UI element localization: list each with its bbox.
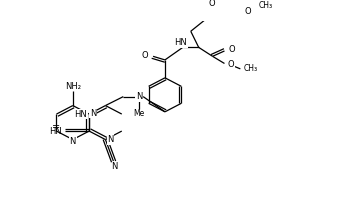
Text: NH₂: NH₂ bbox=[65, 82, 81, 91]
Text: O: O bbox=[228, 45, 235, 54]
Text: N: N bbox=[70, 137, 76, 146]
Text: CH₃: CH₃ bbox=[243, 64, 258, 73]
Text: HN: HN bbox=[74, 110, 87, 119]
Text: O: O bbox=[209, 0, 215, 8]
Text: N: N bbox=[111, 162, 118, 171]
Text: Me: Me bbox=[133, 109, 145, 118]
Text: N: N bbox=[90, 109, 96, 118]
Text: =: = bbox=[52, 122, 60, 133]
Text: O: O bbox=[227, 60, 234, 69]
Text: HN: HN bbox=[50, 127, 62, 136]
Text: HN: HN bbox=[175, 38, 187, 47]
Text: N: N bbox=[136, 92, 142, 101]
Text: O: O bbox=[141, 51, 148, 60]
Text: N: N bbox=[107, 135, 114, 144]
Text: CH₃: CH₃ bbox=[258, 1, 272, 10]
Text: O: O bbox=[244, 7, 251, 16]
